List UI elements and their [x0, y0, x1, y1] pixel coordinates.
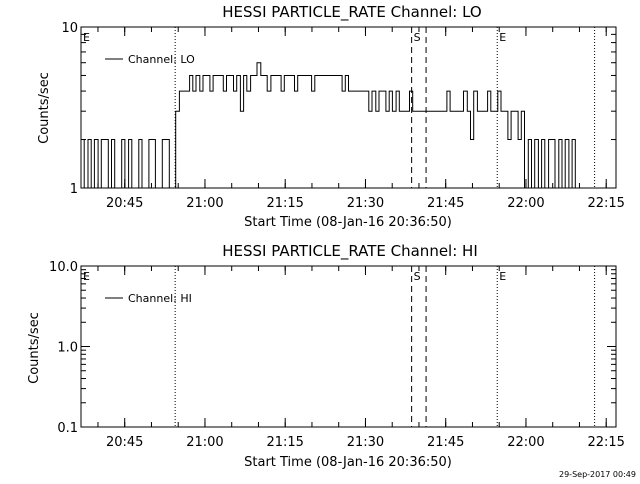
- y-axis: 0.1 1.0 10.0: [49, 260, 616, 436]
- x-tick-label: 21:00: [186, 196, 223, 211]
- y-tick-label: 1.0: [57, 341, 78, 356]
- timestamp: 29-Sep-2017 00:49: [559, 470, 636, 479]
- chart-panel-hi: HESSI PARTICLE_RATE Channel: HI 0.1 1.0 10…: [27, 242, 625, 470]
- event-marker-label: E: [83, 31, 90, 44]
- x-axis-label: Start Time (08-Jan-16 20:36:50): [244, 455, 452, 470]
- x-tick-label: 22:00: [507, 435, 544, 450]
- event-marker-label: S: [414, 270, 421, 283]
- x-tick-label: 21:00: [186, 435, 223, 450]
- legend-label: Channel: LO: [128, 53, 195, 66]
- x-tick-label: 21:30: [347, 196, 384, 211]
- plot-frame: [80, 265, 617, 428]
- x-tick-label: 21:15: [266, 435, 303, 450]
- event-marker-label: E: [499, 31, 506, 44]
- x-tick-label: 22:15: [587, 435, 624, 450]
- x-tick-label: 20:45: [106, 435, 143, 450]
- event-marker-label: E: [499, 270, 506, 283]
- x-axis: 20:45 21:00 21:15 21:30 21:45 22:00 22:15: [97, 266, 625, 450]
- y-tick-label: 10.0: [49, 260, 78, 275]
- x-tick-label: 20:45: [106, 196, 143, 211]
- y-tick-label: 10: [61, 21, 78, 36]
- x-tick-label: 22:00: [507, 196, 544, 211]
- x-axis: 20:45 21:00 21:15 21:30 21:45 22:00 22:15: [97, 27, 625, 211]
- y-tick-label: 1: [70, 182, 78, 197]
- series-lines: [81, 62, 580, 189]
- y-axis-label: Counts/sec: [27, 312, 42, 384]
- x-tick-label: 21:30: [347, 435, 384, 450]
- x-tick-label: 22:15: [587, 196, 624, 211]
- x-tick-label: 21:45: [427, 196, 464, 211]
- event-marker-label: S: [414, 31, 421, 44]
- legend-label: Channel: HI: [128, 292, 192, 305]
- chart-title: HESSI PARTICLE_RATE Channel: LO: [222, 3, 481, 22]
- plot-frame: [80, 26, 617, 189]
- y-tick-label: 0.1: [57, 421, 78, 436]
- y-axis: 1 10: [61, 21, 616, 197]
- legend: Channel: LO: [105, 53, 195, 66]
- chart-title: HESSI PARTICLE_RATE Channel: HI: [222, 242, 478, 261]
- y-axis-label: Counts/sec: [37, 72, 52, 144]
- event-marker-label: E: [83, 270, 90, 283]
- x-tick-label: 21:45: [427, 435, 464, 450]
- x-axis-label: Start Time (08-Jan-16 20:36:50): [244, 215, 452, 230]
- chart-panel-lo: HESSI PARTICLE_RATE Channel: LO 1 10 20:4…: [37, 3, 625, 230]
- legend: Channel: HI: [105, 292, 192, 305]
- x-tick-label: 21:15: [266, 196, 303, 211]
- series-line: [81, 62, 580, 189]
